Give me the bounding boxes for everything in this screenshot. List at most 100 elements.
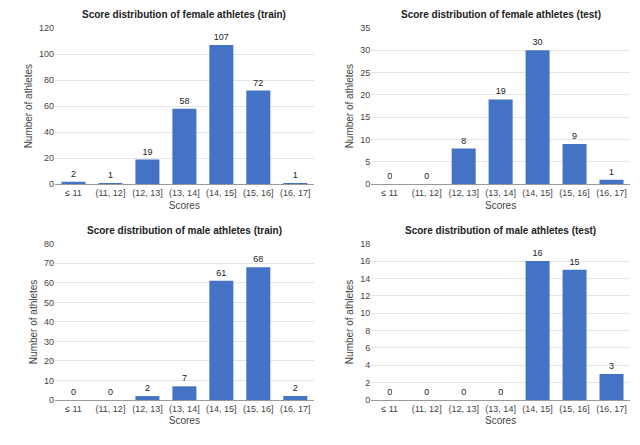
svg-text:0: 0 <box>424 387 429 397</box>
svg-text:(12, 13]: (12, 13] <box>448 404 479 414</box>
svg-text:80: 80 <box>44 239 54 249</box>
svg-text:Number of athletes: Number of athletes <box>28 280 39 365</box>
svg-text:5: 5 <box>365 157 370 167</box>
svg-text:0: 0 <box>71 387 76 397</box>
svg-text:15: 15 <box>360 112 370 122</box>
svg-text:(15, 16]: (15, 16] <box>559 404 590 414</box>
svg-text:(16, 17]: (16, 17] <box>280 188 311 198</box>
svg-text:58: 58 <box>179 96 189 106</box>
svg-text:60: 60 <box>44 101 54 111</box>
svg-text:30: 30 <box>360 45 370 55</box>
svg-text:(14, 15]: (14, 15] <box>206 404 237 414</box>
svg-text:0: 0 <box>387 171 392 181</box>
svg-text:68: 68 <box>253 254 263 264</box>
svg-text:30: 30 <box>44 337 54 347</box>
svg-text:6: 6 <box>365 343 370 353</box>
svg-text:≤ 11: ≤ 11 <box>381 404 398 414</box>
svg-text:107: 107 <box>214 32 229 42</box>
svg-text:19: 19 <box>142 147 152 157</box>
svg-text:0: 0 <box>365 395 370 405</box>
svg-text:15: 15 <box>570 257 580 267</box>
svg-text:40: 40 <box>44 317 54 327</box>
svg-text:≤ 11: ≤ 11 <box>65 404 82 414</box>
svg-text:80: 80 <box>44 75 54 85</box>
svg-text:≤ 11: ≤ 11 <box>65 188 82 198</box>
svg-text:(13, 14]: (13, 14] <box>485 404 516 414</box>
svg-text:Score distribution of female a: Score distribution of female athletes (t… <box>82 9 286 20</box>
svg-text:19: 19 <box>496 86 506 96</box>
svg-text:(15, 16]: (15, 16] <box>243 188 274 198</box>
svg-text:Number of athletes: Number of athletes <box>23 64 34 148</box>
svg-text:(15, 16]: (15, 16] <box>559 188 590 198</box>
svg-text:9: 9 <box>572 131 577 141</box>
svg-text:20: 20 <box>44 356 54 366</box>
svg-text:(16, 17]: (16, 17] <box>280 404 311 414</box>
svg-text:12: 12 <box>360 291 370 301</box>
svg-text:Scores: Scores <box>485 415 516 426</box>
svg-text:8: 8 <box>365 326 370 336</box>
svg-text:Score distribution of male ath: Score distribution of male athletes (tra… <box>87 225 282 236</box>
svg-text:(11, 12]: (11, 12] <box>412 404 442 414</box>
svg-text:(16, 17]: (16, 17] <box>596 188 627 198</box>
svg-text:(14, 15]: (14, 15] <box>522 188 553 198</box>
svg-text:2: 2 <box>293 383 298 393</box>
svg-text:(12, 13]: (12, 13] <box>448 188 479 198</box>
svg-text:Score distribution of male ath: Score distribution of male athletes (tes… <box>405 225 596 236</box>
svg-text:0: 0 <box>461 387 466 397</box>
svg-text:0: 0 <box>365 179 370 189</box>
svg-text:Number of athletes: Number of athletes <box>344 64 355 148</box>
svg-text:61: 61 <box>216 268 226 278</box>
svg-text:0: 0 <box>498 387 503 397</box>
svg-text:(16, 17]: (16, 17] <box>596 404 627 414</box>
svg-text:16: 16 <box>360 256 370 266</box>
svg-text:(11, 12]: (11, 12] <box>96 188 126 198</box>
svg-text:(13, 14]: (13, 14] <box>169 188 200 198</box>
svg-text:20: 20 <box>44 153 54 163</box>
svg-text:0: 0 <box>49 179 54 189</box>
svg-text:≤ 11: ≤ 11 <box>381 188 398 198</box>
svg-text:(11, 12]: (11, 12] <box>96 404 126 414</box>
svg-text:(13, 14]: (13, 14] <box>485 188 516 198</box>
svg-text:70: 70 <box>44 258 54 268</box>
svg-text:2: 2 <box>145 383 150 393</box>
svg-text:(14, 15]: (14, 15] <box>206 188 237 198</box>
svg-text:10: 10 <box>360 308 370 318</box>
svg-text:Scores: Scores <box>169 415 200 426</box>
svg-text:0: 0 <box>108 387 113 397</box>
svg-text:Score distribution of female a: Score distribution of female athletes (t… <box>401 9 601 20</box>
svg-text:(12, 13]: (12, 13] <box>132 404 163 414</box>
svg-text:Number of athletes: Number of athletes <box>344 280 355 365</box>
svg-text:120: 120 <box>39 23 54 33</box>
svg-text:18: 18 <box>360 239 370 249</box>
svg-text:(14, 15]: (14, 15] <box>522 404 553 414</box>
svg-text:40: 40 <box>44 127 54 137</box>
svg-text:(12, 13]: (12, 13] <box>132 188 163 198</box>
svg-text:Scores: Scores <box>169 200 200 211</box>
svg-text:1: 1 <box>108 170 113 180</box>
svg-text:(13, 14]: (13, 14] <box>169 404 200 414</box>
svg-text:(11, 12]: (11, 12] <box>412 188 442 198</box>
svg-text:8: 8 <box>461 136 466 146</box>
svg-text:35: 35 <box>360 23 370 33</box>
svg-text:0: 0 <box>387 387 392 397</box>
svg-text:50: 50 <box>44 298 54 308</box>
svg-text:16: 16 <box>533 248 543 258</box>
svg-text:30: 30 <box>533 37 543 47</box>
svg-text:10: 10 <box>360 135 370 145</box>
svg-text:1: 1 <box>293 170 298 180</box>
svg-text:0: 0 <box>424 171 429 181</box>
svg-text:Scores: Scores <box>485 200 516 211</box>
svg-text:60: 60 <box>44 278 54 288</box>
svg-text:10: 10 <box>44 376 54 386</box>
svg-text:100: 100 <box>39 49 54 59</box>
svg-text:72: 72 <box>253 78 263 88</box>
svg-text:2: 2 <box>71 169 76 179</box>
svg-text:(15, 16]: (15, 16] <box>243 404 274 414</box>
svg-text:25: 25 <box>360 68 370 78</box>
svg-text:14: 14 <box>360 274 370 284</box>
svg-text:0: 0 <box>49 395 54 405</box>
svg-text:4: 4 <box>365 360 370 370</box>
svg-text:1: 1 <box>609 167 614 177</box>
svg-text:2: 2 <box>365 378 370 388</box>
svg-text:3: 3 <box>609 361 614 371</box>
